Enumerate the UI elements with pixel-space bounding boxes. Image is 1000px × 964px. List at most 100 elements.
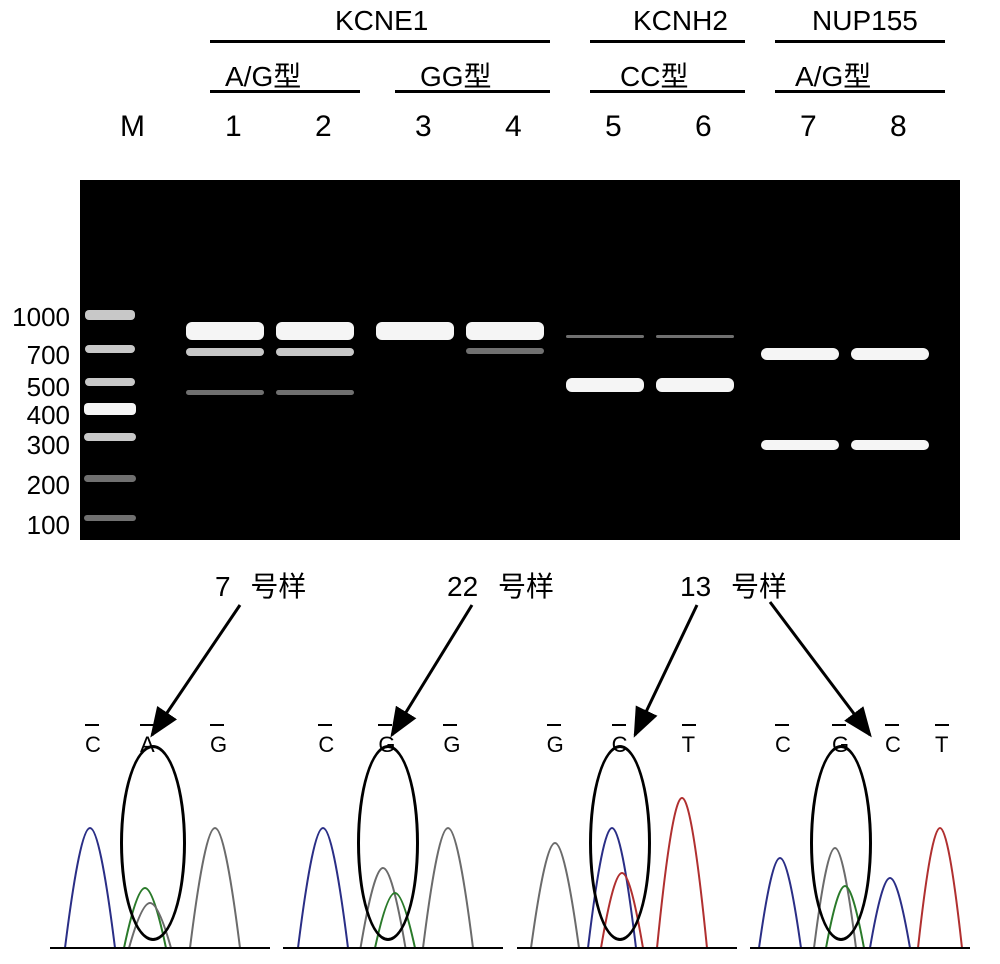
band-lane7-0 [761,348,839,360]
chromatogram-0: CAG [50,720,270,950]
band-lane1-0 [186,322,264,340]
band-lane5-0 [566,335,644,338]
sample-13: 13 号样 [680,565,787,605]
chromatogram-1: CGG [283,720,503,950]
base-letter-3-0: C [775,732,791,758]
sample-7-suffix: 号样 [250,571,306,602]
ladder-200: 200 [5,470,70,501]
peak-1-0 [298,828,348,948]
arrow-1 [392,605,472,735]
base-letter-2-2: T [682,732,695,758]
band-lane4-0 [466,322,544,340]
base-letter-1-0: C [318,732,334,758]
band-lane1-1 [186,348,264,356]
base-bar-1-2 [443,724,457,726]
genotype-1: GG型 [420,55,492,95]
ladder-100: 100 [5,510,70,541]
lane-m: M [120,110,145,144]
peak-3-4 [918,828,962,948]
figure-root: KCNE1 KCNH2 NUP155 A/G型 GG型 CC型 A/G型 M 1… [0,0,1000,964]
gene-bar-nup155 [775,40,945,43]
sample-22-suffix: 号样 [498,571,554,602]
band-lane7-1 [761,440,839,450]
band-lane4-1 [466,348,544,354]
sample-7-num: 7 [215,571,231,602]
band-lane5-1 [566,378,644,392]
base-bar-1-1 [378,724,392,726]
chromatogram-2: GCT [517,720,737,950]
band-lane2-1 [276,348,354,356]
lane-6: 6 [695,110,712,144]
base-letter-0-0: C [85,732,101,758]
ladder-band-4 [84,433,136,441]
ladder-band-1 [85,345,135,353]
highlight-ellipse-0 [120,745,186,941]
base-bar-2-0 [547,724,561,726]
sample-22: 22 号样 [447,565,554,605]
lane-1: 1 [225,110,242,144]
peak-3-0 [759,858,801,948]
chromatogram-row: CAGCGGGCTCGCT [50,720,970,950]
lane-8: 8 [890,110,907,144]
band-lane3-0 [376,322,454,340]
genotype-0: A/G型 [225,55,301,95]
peak-0-0 [65,828,115,948]
sample-22-num: 22 [447,571,478,602]
band-lane2-0 [276,322,354,340]
base-bar-3-0 [775,724,789,726]
base-letter-1-2: G [443,732,460,758]
genotype-bar-1 [395,90,550,93]
lane-3: 3 [415,110,432,144]
ladder-1000: 1000 [5,302,70,333]
peak-3-3 [870,878,910,948]
band-lane6-1 [656,378,734,392]
band-lane1-2 [186,390,264,395]
base-bar-2-2 [682,724,696,726]
arrow-2 [635,605,697,735]
peak-2-3 [657,798,707,948]
highlight-ellipse-2 [589,745,651,941]
gene-bar-kcne1 [210,40,550,43]
ladder-band-3 [84,403,136,415]
peak-0-3 [190,828,240,948]
gene-label-kcne1: KCNE1 [335,5,428,37]
lane-2: 2 [315,110,332,144]
band-lane6-0 [656,335,734,338]
arrow-3 [770,602,870,735]
base-bar-3-3 [935,724,949,726]
base-letter-0-2: G [210,732,227,758]
sample-13-suffix: 号样 [731,571,787,602]
ladder-400: 400 [5,400,70,431]
sample-13-num: 13 [680,571,711,602]
base-bar-3-1 [832,724,846,726]
genotype-bar-0 [210,90,360,93]
genotype-3: A/G型 [795,55,871,95]
highlight-ellipse-1 [357,745,419,941]
genotype-2: CC型 [620,55,688,95]
chromatogram-3: CGCT [750,720,970,950]
ladder-band-0 [85,310,135,320]
base-bar-1-0 [318,724,332,726]
arrow-0 [152,605,240,735]
gene-label-kcnh2: KCNH2 [633,5,728,37]
base-bar-3-2 [885,724,899,726]
gel-image [80,180,960,540]
peak-2-0 [531,843,579,948]
gene-bar-kcnh2 [590,40,745,43]
lane-4: 4 [505,110,522,144]
lane-5: 5 [605,110,622,144]
genotype-bar-2 [590,90,745,93]
ladder-band-2 [85,378,135,386]
base-letter-3-3: T [935,732,948,758]
gene-label-nup155: NUP155 [812,5,918,37]
lane-7: 7 [800,110,817,144]
ladder-700: 700 [5,340,70,371]
base-letter-2-0: G [547,732,564,758]
band-lane8-0 [851,348,929,360]
genotype-bar-3 [775,90,945,93]
ladder-500: 500 [5,372,70,403]
sample-7: 7 号样 [215,565,306,605]
highlight-ellipse-3 [810,745,872,941]
band-lane2-2 [276,390,354,395]
ladder-band-5 [84,475,136,482]
